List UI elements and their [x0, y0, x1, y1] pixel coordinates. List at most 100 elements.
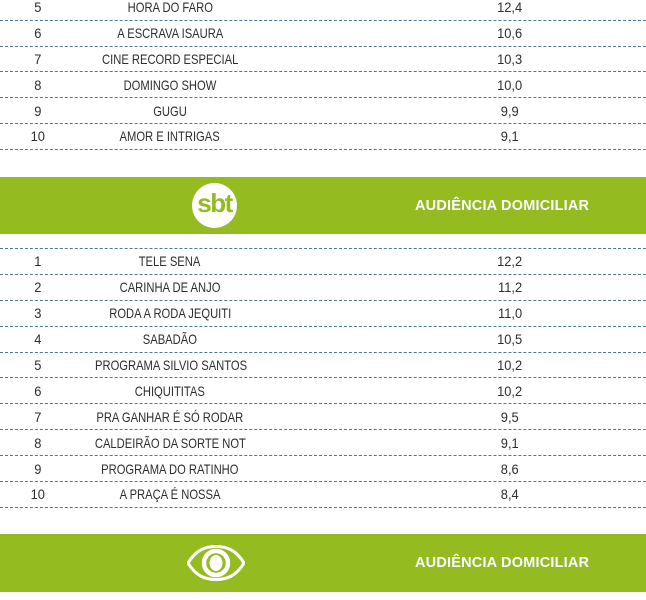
sbt-band-title: AUDIÊNCIA DOMICILIAR	[415, 197, 590, 214]
rating-value: 11,2	[497, 279, 523, 296]
table-row: 4 SABADÃO 10,5	[0, 327, 646, 353]
program-cell: CARINHA DE ANJO	[76, 280, 264, 294]
rating-value: 8,4	[501, 486, 519, 503]
rating-value: 10,2	[497, 382, 523, 399]
program-cell: RODA A RODA JEQUITI	[76, 306, 264, 320]
rank-cell: 10	[0, 487, 76, 501]
rating-value: 12,4	[497, 0, 523, 16]
rating-cell: 10,5	[380, 332, 640, 346]
sbt-logo-text: sbt	[197, 188, 233, 218]
program-name: CINE RECORD ESPECIAL	[101, 50, 239, 67]
band-eye-icon	[187, 545, 245, 581]
rank-value: 2	[34, 279, 42, 296]
rating-cell: 10,2	[380, 358, 640, 372]
rating-cell: 9,5	[380, 410, 640, 424]
sbt-logo-icon: sbt	[192, 183, 237, 228]
rating-cell: 10,0	[380, 78, 640, 92]
program-cell: A PRAÇA É NOSSA	[76, 487, 264, 501]
rank-cell: 8	[0, 78, 76, 92]
program-name: TELE SENA	[139, 253, 201, 270]
program-cell: A ESCRAVA ISAURA	[76, 26, 264, 40]
rating-cell: 9,1	[380, 129, 640, 143]
rank-cell: 4	[0, 332, 76, 346]
program-cell: CALDEIRÃO DA SORTE NOT	[76, 436, 264, 450]
rank-cell: 10	[0, 129, 76, 143]
program-cell: PROGRAMA DO RATINHO	[76, 462, 264, 476]
table-row: 9 PROGRAMA DO RATINHO 8,6	[0, 456, 646, 483]
rank-cell: 7	[0, 410, 76, 424]
rank-cell: 6	[0, 384, 76, 398]
rating-value: 10,3	[497, 50, 523, 67]
program-cell: HORA DO FARO	[76, 0, 264, 14]
rank-cell: 1	[0, 254, 76, 268]
rank-value: 8	[34, 434, 42, 451]
rating-cell: 10,3	[380, 52, 640, 66]
table-row: 10 A PRAÇA É NOSSA 8,4	[0, 482, 646, 508]
program-cell: DOMINGO SHOW	[76, 78, 264, 92]
program-name: CARINHA DE ANJO	[119, 279, 221, 296]
table-row: 5 HORA DO FARO 12,4	[0, 0, 646, 21]
rank-cell: 3	[0, 306, 76, 320]
program-cell: PRA GANHAR É SÓ RODAR	[76, 410, 264, 424]
table-row: 6 CHIQUITITAS 10,2	[0, 378, 646, 405]
program-cell: AMOR E INTRIGAS	[76, 129, 264, 143]
rating-value: 10,2	[497, 357, 523, 373]
rating-cell: 12,2	[380, 254, 640, 268]
rating-cell: 11,2	[380, 280, 640, 294]
rank-value: 9	[34, 102, 42, 119]
program-name: HORA DO FARO	[127, 0, 213, 16]
table-row: 10 AMOR E INTRIGAS 9,1	[0, 124, 646, 150]
program-cell: TELE SENA	[76, 254, 264, 268]
table-row: 5 PROGRAMA SILVIO SANTOS 10,2	[0, 353, 646, 379]
rating-value: 12,2	[497, 253, 523, 270]
program-name: RODA A RODA JEQUITI	[108, 305, 231, 322]
rank-value: 4	[34, 331, 42, 348]
program-name: CHIQUITITAS	[134, 382, 206, 399]
table-row: 3 RODA A RODA JEQUITI 11,0	[0, 301, 646, 327]
rank-cell: 2	[0, 280, 76, 294]
program-name: AMOR E INTRIGAS	[119, 128, 221, 145]
program-cell: CHIQUITITAS	[76, 384, 264, 398]
program-name: PRA GANHAR É SÓ RODAR	[96, 408, 244, 425]
program-cell: SABADÃO	[76, 332, 264, 346]
table-row: 8 DOMINGO SHOW 10,0	[0, 72, 646, 99]
rank-cell: 7	[0, 52, 76, 66]
sbt-header-band: sbt AUDIÊNCIA DOMICILIAR	[0, 177, 646, 234]
rating-cell: 8,6	[380, 462, 640, 476]
table-row: 7 PRA GANHAR É SÓ RODAR 9,5	[0, 404, 646, 431]
rank-cell: 5	[0, 0, 76, 14]
rating-value: 9,1	[501, 128, 519, 145]
table-row: 1 TELE SENA 12,2	[0, 249, 646, 275]
rating-cell: 9,9	[380, 104, 640, 118]
rank-cell: 9	[0, 104, 76, 118]
program-name: PROGRAMA DO RATINHO	[101, 460, 239, 477]
table-row: 9 GUGU 9,9	[0, 98, 646, 124]
rating-value: 9,5	[501, 408, 519, 425]
program-name: PROGRAMA SILVIO SANTOS	[95, 357, 248, 373]
rating-cell: 12,4	[380, 0, 640, 14]
rank-cell: 6	[0, 26, 76, 40]
rating-value: 11,0	[497, 305, 523, 322]
band-band-title: AUDIÊNCIA DOMICILIAR	[415, 555, 590, 571]
rank-value: 3	[34, 305, 42, 322]
table-row: 7 CINE RECORD ESPECIAL 10,3	[0, 47, 646, 73]
program-name: DOMINGO SHOW	[123, 76, 217, 93]
rank-value: 5	[34, 0, 42, 16]
rating-value: 10,0	[497, 76, 523, 93]
rating-value: 9,1	[501, 434, 519, 451]
program-cell: GUGU	[76, 104, 264, 118]
program-name: SABADÃO	[142, 331, 198, 348]
rating-value: 9,9	[501, 102, 519, 119]
rating-cell: 8,4	[380, 487, 640, 501]
rank-value: 9	[34, 460, 42, 477]
program-name: A PRAÇA É NOSSA	[119, 486, 221, 503]
program-cell: CINE RECORD ESPECIAL	[76, 52, 264, 66]
program-name: A ESCRAVA ISAURA	[116, 25, 224, 42]
program-cell: PROGRAMA SILVIO SANTOS	[76, 358, 264, 372]
rank-value: 8	[34, 76, 42, 93]
rank-cell: 5	[0, 358, 76, 372]
rank-value: 7	[34, 50, 42, 67]
rating-cell: 10,2	[380, 384, 640, 398]
table-row: 6 A ESCRAVA ISAURA 10,6	[0, 21, 646, 47]
